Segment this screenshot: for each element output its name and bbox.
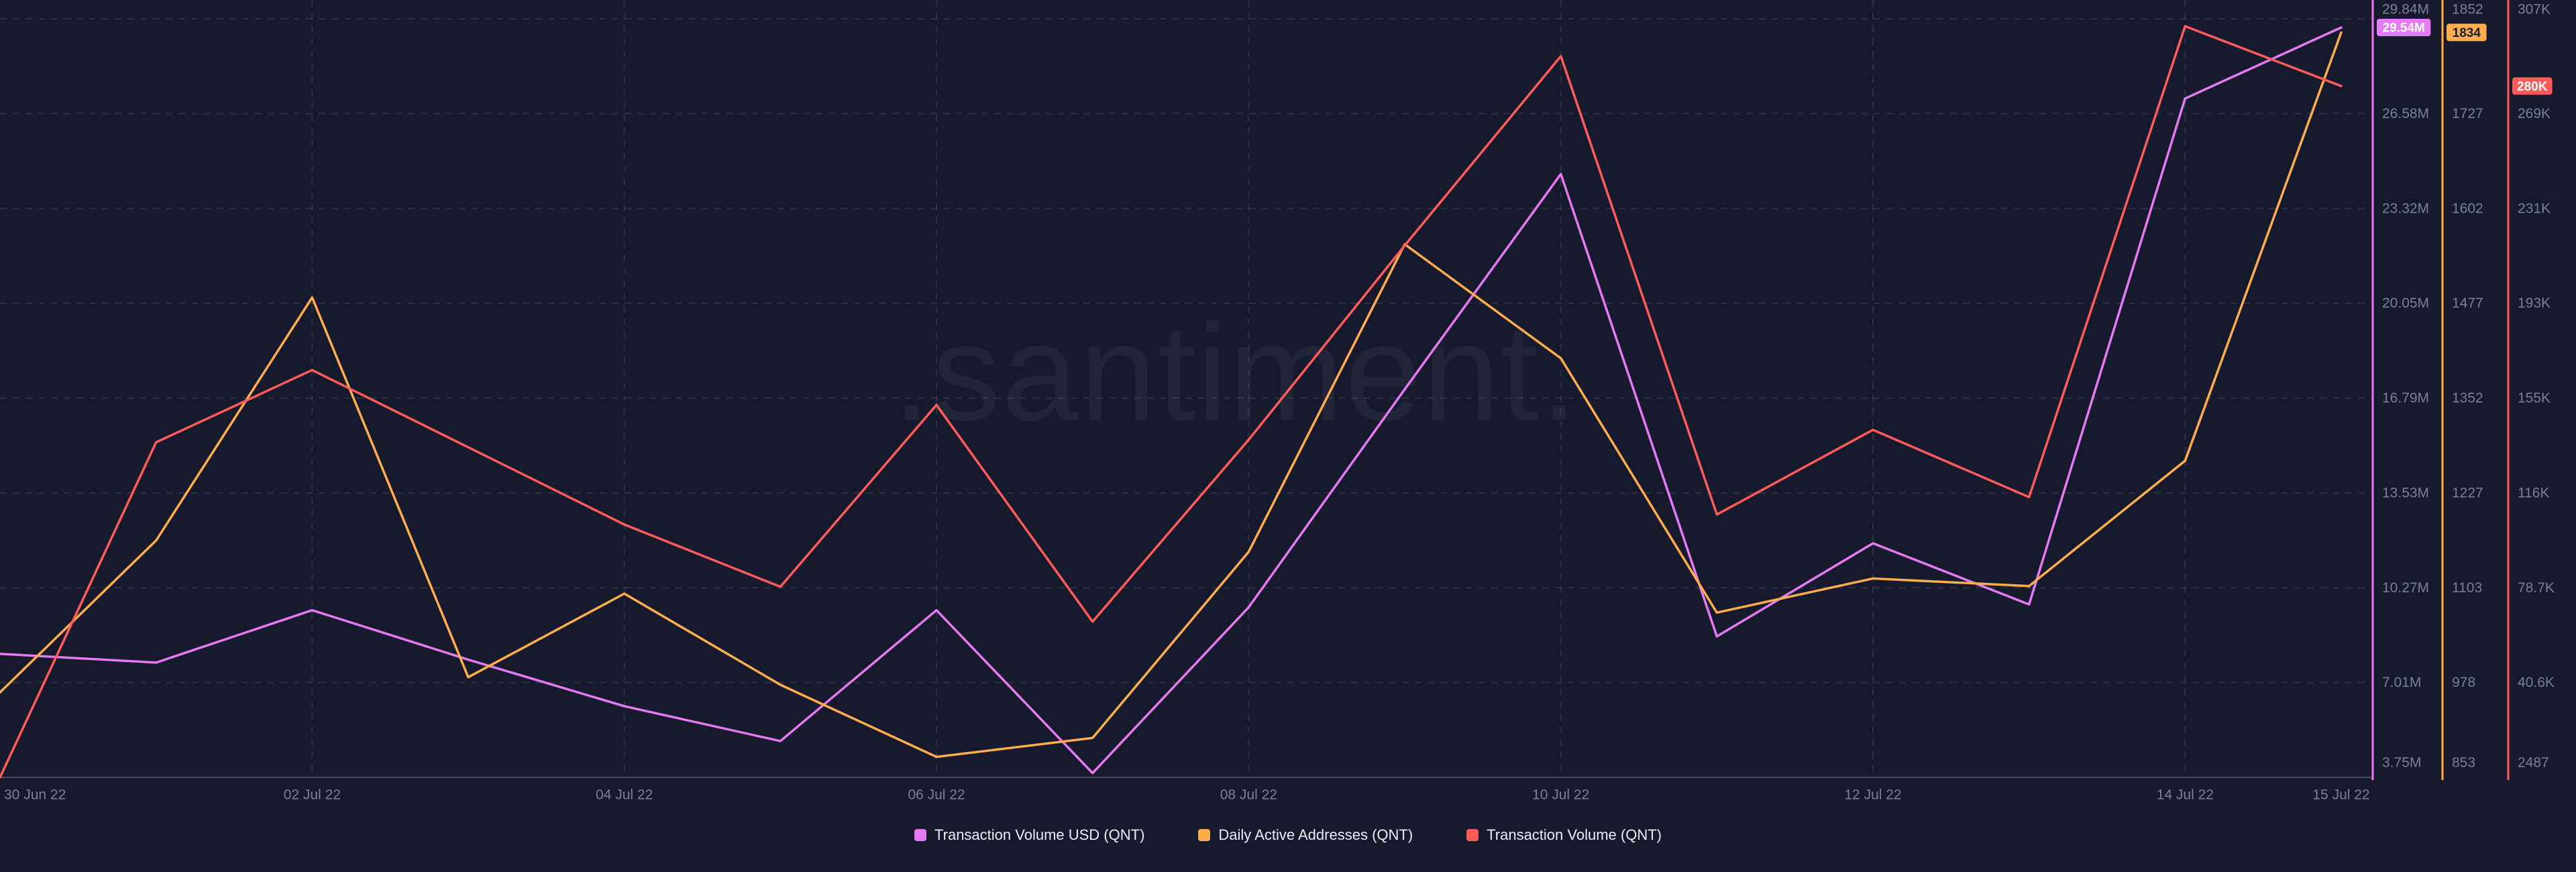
x-axis-label: 06 Jul 22 [908,787,965,803]
axis-tick-label-transaction-volume-usd: 7.01M [2382,675,2421,690]
axis-tick-label-daily-active-addresses: 1227 [2452,485,2483,500]
legend-swatch-daily-active-addresses [1198,829,1211,841]
axis-tick-label-transaction-volume: 78.7K [2518,580,2555,596]
axis-tick-label-daily-active-addresses: 853 [2452,755,2475,771]
axis-tick-label-transaction-volume: 193K [2518,296,2551,311]
x-axis-label: 12 Jul 22 [1844,787,1901,803]
x-axis-label: 15 Jul 22 [2312,787,2369,803]
axis-tick-label-daily-active-addresses: 1103 [2452,580,2482,596]
x-axis-label: 04 Jul 22 [596,787,653,803]
x-axis-label: 02 Jul 22 [284,787,341,803]
axis-tick-label-transaction-volume-usd: 23.32M [2382,201,2429,216]
legend-swatch-transaction-volume-usd [914,829,927,841]
last-value-badge-text-transaction-volume: 280K [2517,80,2548,94]
axis-tick-label-transaction-volume: 116K [2518,485,2550,500]
axis-tick-label-transaction-volume-usd: 16.79M [2382,390,2429,406]
axis-tick-label-daily-active-addresses: 1727 [2452,106,2483,121]
watermark-text: .santiment. [892,296,1580,449]
legend: Transaction Volume USD (QNT) Daily Activ… [0,826,2576,844]
axis-tick-label-daily-active-addresses: 978 [2452,675,2475,690]
legend-swatch-transaction-volume [1466,829,1479,841]
axis-tick-label-transaction-volume: 2487 [2518,755,2549,771]
axis-tick-label-daily-active-addresses: 1352 [2452,390,2483,406]
x-axis-label: 08 Jul 22 [1220,787,1277,803]
last-value-badge-transaction-volume [2512,77,2553,95]
axis-tick-label-daily-active-addresses: 1852 [2452,2,2483,17]
legend-label: Transaction Volume (QNT) [1487,826,1662,843]
last-value-badge-text-transaction-volume-usd: 29.54M [2383,21,2425,36]
axis-tick-label-transaction-volume-usd: 20.05M [2382,296,2429,311]
axis-tick-label-transaction-volume: 307K [2518,2,2551,17]
axis-tick-label-transaction-volume-usd: 3.75M [2382,755,2421,771]
legend-item-transaction-volume-usd[interactable]: Transaction Volume USD (QNT) [914,826,1144,844]
axis-tick-label-transaction-volume-usd: 10.27M [2382,580,2429,596]
series-line-transaction-volume-usd[interactable] [0,26,2343,775]
axis-tick-label-daily-active-addresses: 1477 [2452,296,2483,311]
axis-tick-label-transaction-volume: 155K [2518,390,2551,406]
last-value-badge-text-daily-active-addresses: 1834 [2453,26,2481,40]
axis-tick-label-transaction-volume-usd: 26.58M [2382,106,2429,121]
last-value-badge-transaction-volume-usd [2377,19,2431,37]
x-axis-label: 14 Jul 22 [2157,787,2214,803]
legend-item-daily-active-addresses[interactable]: Daily Active Addresses (QNT) [1198,826,1413,844]
legend-label: Transaction Volume USD (QNT) [934,826,1145,843]
axis-tick-label-daily-active-addresses: 1602 [2452,201,2483,216]
legend-label: Daily Active Addresses (QNT) [1218,826,1413,843]
axis-tick-label-transaction-volume: 231K [2518,201,2551,216]
series-line-daily-active-addresses[interactable] [0,31,2343,759]
last-value-badge-daily-active-addresses [2447,23,2487,42]
axis-tick-label-transaction-volume-usd: 29.84M [2382,2,2429,17]
legend-item-transaction-volume[interactable]: Transaction Volume (QNT) [1466,826,1662,844]
series-line-transaction-volume[interactable] [0,25,2343,779]
axis-tick-label-transaction-volume: 269K [2518,106,2551,121]
axis-tick-label-transaction-volume: 40.6K [2518,675,2555,690]
x-axis-label: 30 Jun 22 [4,787,66,803]
x-axis-label: 10 Jul 22 [1532,787,1589,803]
axis-tick-label-transaction-volume-usd: 13.53M [2382,485,2429,500]
